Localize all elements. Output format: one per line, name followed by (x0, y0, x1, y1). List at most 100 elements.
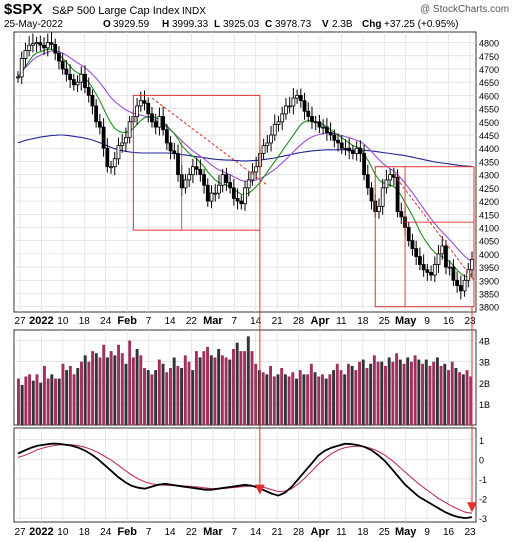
volume-bar (454, 368, 458, 425)
chg-value: +37.25 (+0.95%) (384, 19, 459, 30)
volume-bar (335, 363, 339, 425)
volume-bar (135, 349, 139, 425)
price-bar-body (380, 187, 385, 207)
bottom-x-tick-label: 23 (464, 527, 476, 538)
x-tick-label: 9 (424, 316, 430, 327)
price-bar-body (291, 97, 296, 107)
volume-bar (128, 340, 132, 425)
volume-bar (239, 351, 243, 425)
price-x-axis: 27 2022 10 18 24 Feb 7 14 22 Mar 7 14 21 28 Apr 11 18 25 M… (14, 315, 476, 327)
bottom-x-tick-label: 21 (272, 527, 284, 538)
price-y-tick: 4150 (479, 210, 499, 220)
volume-bar (295, 378, 298, 425)
high-value: 3999.33 (172, 19, 209, 30)
price-y-tick: 4200 (479, 197, 499, 207)
x-tick-label: 27 (14, 316, 26, 327)
volume-bar (361, 359, 365, 425)
x-tick-label: 28 (293, 316, 305, 327)
volume-bar (369, 363, 373, 425)
bottom-x-tick-label: 16 (443, 527, 455, 538)
price-y-tick: 4300 (479, 171, 499, 181)
volume-bar (465, 370, 469, 425)
price-bar-body (64, 68, 69, 75)
price-bar-body (310, 116, 314, 123)
bottom-x-tick-label: 18 (357, 527, 369, 538)
price-bar-body (395, 176, 400, 213)
x-tick-label: 10 (57, 316, 69, 327)
price-bar-body (213, 192, 218, 195)
price-bar-body (127, 121, 132, 139)
price-bar-body (458, 285, 463, 292)
price-bar-body (265, 142, 270, 146)
x-tick-label: 23 (464, 316, 476, 327)
price-bar-body (187, 174, 192, 181)
price-bar-body (109, 166, 113, 169)
ohlc-readout: 25-May-2022 O 3929.59 H 3999.33 L 3925.0… (4, 19, 459, 30)
volume-bar (176, 365, 180, 425)
bottom-x-tick-label: 24 (100, 527, 112, 538)
x-tick-label: 14 (164, 316, 176, 327)
x-tick-label: 16 (443, 316, 455, 327)
volume-bar (235, 342, 239, 425)
volume-bar (46, 378, 50, 425)
x-tick-label: 25 (379, 316, 391, 327)
volume-bar (113, 355, 117, 425)
price-bar-body (377, 205, 381, 213)
volume-bar (469, 376, 473, 425)
volume-bar (61, 363, 65, 425)
volume-bar (413, 355, 417, 425)
volume-bar (443, 363, 447, 425)
price-bar-body (19, 58, 24, 78)
price-bar-body (97, 121, 102, 128)
volume-bar (298, 370, 302, 425)
price-bar-body (317, 121, 322, 128)
open-label: O (103, 19, 111, 30)
volume-bar (206, 346, 209, 425)
volume-bar (83, 355, 87, 425)
bottom-x-tick-label: May (395, 526, 417, 538)
volume-bar (246, 336, 250, 425)
price-bar-body (157, 116, 162, 128)
annotation-trendline-may (393, 174, 475, 281)
bottom-x-tick-label: 9 (424, 527, 430, 538)
price-bar-body (168, 142, 173, 152)
price-bar-body (470, 259, 474, 271)
volume-bar (31, 380, 35, 425)
volume-bar (220, 355, 224, 425)
volume-bar (98, 357, 102, 425)
price-bar-body (23, 50, 28, 59)
price-y-tick: 4550 (479, 105, 499, 115)
volume-bar (109, 351, 113, 425)
volume-bar (313, 372, 317, 425)
price-y-tick: 3800 (479, 303, 499, 313)
volume-bar (143, 368, 146, 425)
volume-y-tick: 3B (479, 358, 490, 368)
price-bar-body (272, 124, 277, 136)
volume-bar (306, 374, 310, 425)
price-bar-body (328, 131, 333, 136)
price-bar-body (45, 42, 50, 49)
volume-bar (161, 363, 165, 425)
price-bar-body (153, 121, 158, 128)
price-bar-body (455, 279, 460, 286)
volume-bar (217, 349, 221, 425)
price-bar-body (243, 187, 247, 205)
volume-bar (154, 370, 158, 425)
price-bar-body (124, 137, 128, 144)
price-bar-body (447, 266, 452, 269)
price-bar-body (83, 73, 87, 88)
volume-bar (358, 361, 361, 425)
price-bar-body (161, 116, 166, 131)
volume-bar (354, 370, 358, 425)
volume-bar (117, 344, 121, 425)
price-bar-body (358, 147, 363, 154)
price-y-tick: 4000 (479, 250, 499, 260)
x-tick-label: 21 (272, 316, 284, 327)
price-bar-body (68, 73, 72, 80)
bottom-x-axis: 27 2022 10 18 24 Feb 7 14 22 Mar 7 14 21 28 Apr 11 18 25 M… (14, 526, 476, 538)
volume-bar (321, 374, 324, 425)
chart-date: 25-May-2022 (4, 19, 63, 30)
price-bar-body (369, 187, 374, 202)
x-tick-label: 18 (79, 316, 91, 327)
volume-bar (424, 359, 428, 425)
